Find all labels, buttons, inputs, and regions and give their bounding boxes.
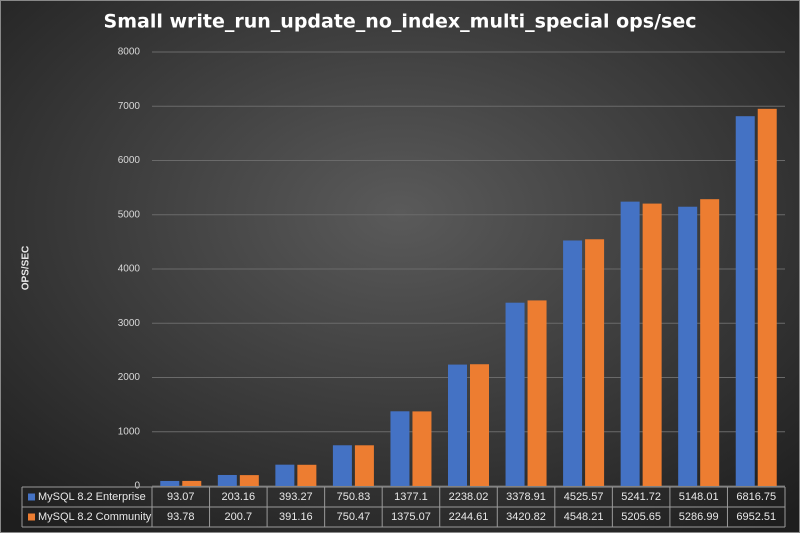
table-value: 391.16	[279, 511, 313, 523]
bar	[332, 445, 352, 486]
y-tick-label: 8000	[118, 47, 141, 58]
bar	[563, 240, 583, 486]
bar	[412, 411, 432, 486]
table-value: 1377.1	[394, 491, 428, 503]
table-value: 5148.01	[679, 491, 719, 503]
bar	[470, 364, 489, 486]
bar	[700, 199, 720, 486]
table-value: 5241.72	[621, 491, 661, 503]
y-tick-label: 4000	[118, 264, 141, 275]
bar	[620, 201, 640, 486]
table-value: 750.83	[337, 491, 371, 503]
bar	[217, 474, 237, 486]
table-value: 6952.51	[736, 511, 776, 523]
table-value: 2244.61	[449, 511, 489, 523]
table-value: 93.78	[167, 511, 195, 523]
legend-swatch	[28, 493, 35, 501]
bar	[735, 116, 755, 486]
bar	[275, 464, 295, 486]
table-value: 203.16	[221, 491, 255, 503]
table-value: 2238.02	[449, 491, 489, 503]
bar	[757, 108, 777, 487]
bar	[160, 480, 180, 486]
bar	[297, 464, 317, 486]
bar	[678, 206, 698, 486]
y-tick-label: 2000	[118, 372, 141, 383]
legend-label: MySQL 8.2 Enterprise	[38, 491, 146, 503]
y-axis-label: OPS/SEC	[21, 246, 32, 290]
y-tick-label: 5000	[118, 209, 141, 220]
bar	[182, 480, 202, 486]
table-value: 6816.75	[736, 491, 776, 503]
legend-swatch	[28, 513, 35, 521]
bar	[505, 302, 525, 486]
table-value: 750.47	[337, 511, 371, 523]
bar	[585, 239, 605, 486]
y-tick-label: 0	[134, 481, 140, 492]
table-value: 93.07	[167, 491, 195, 503]
bar	[354, 445, 374, 486]
table-value: 1375.07	[391, 511, 431, 523]
bar	[239, 475, 259, 486]
bar	[642, 203, 662, 486]
y-tick-label: 7000	[118, 101, 141, 112]
table-value: 5286.99	[679, 511, 719, 523]
table-value: 3420.82	[506, 511, 546, 523]
bar	[448, 364, 467, 486]
bar	[527, 300, 547, 486]
y-tick-label: 3000	[118, 318, 141, 329]
y-tick-label: 1000	[118, 426, 141, 437]
legend-label: MySQL 8.2 Community	[38, 511, 152, 523]
chart-title: Small write_run_update_no_index_multi_sp…	[104, 11, 697, 33]
y-tick-label: 6000	[118, 155, 141, 166]
table-value: 393.27	[279, 491, 313, 503]
table-value: 200.7	[225, 511, 253, 523]
bar	[390, 411, 410, 486]
table-value: 5205.65	[621, 511, 661, 523]
table-value: 4548.21	[564, 511, 604, 523]
table-value: 4525.57	[564, 491, 604, 503]
table-value: 3378.91	[506, 491, 546, 503]
